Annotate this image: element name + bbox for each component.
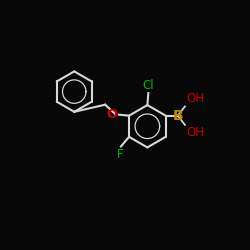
Text: F: F (117, 148, 124, 162)
Text: O: O (107, 108, 118, 121)
Text: Cl: Cl (142, 78, 154, 92)
Text: OH: OH (186, 126, 204, 140)
Text: B: B (173, 109, 183, 123)
Text: OH: OH (186, 92, 204, 105)
